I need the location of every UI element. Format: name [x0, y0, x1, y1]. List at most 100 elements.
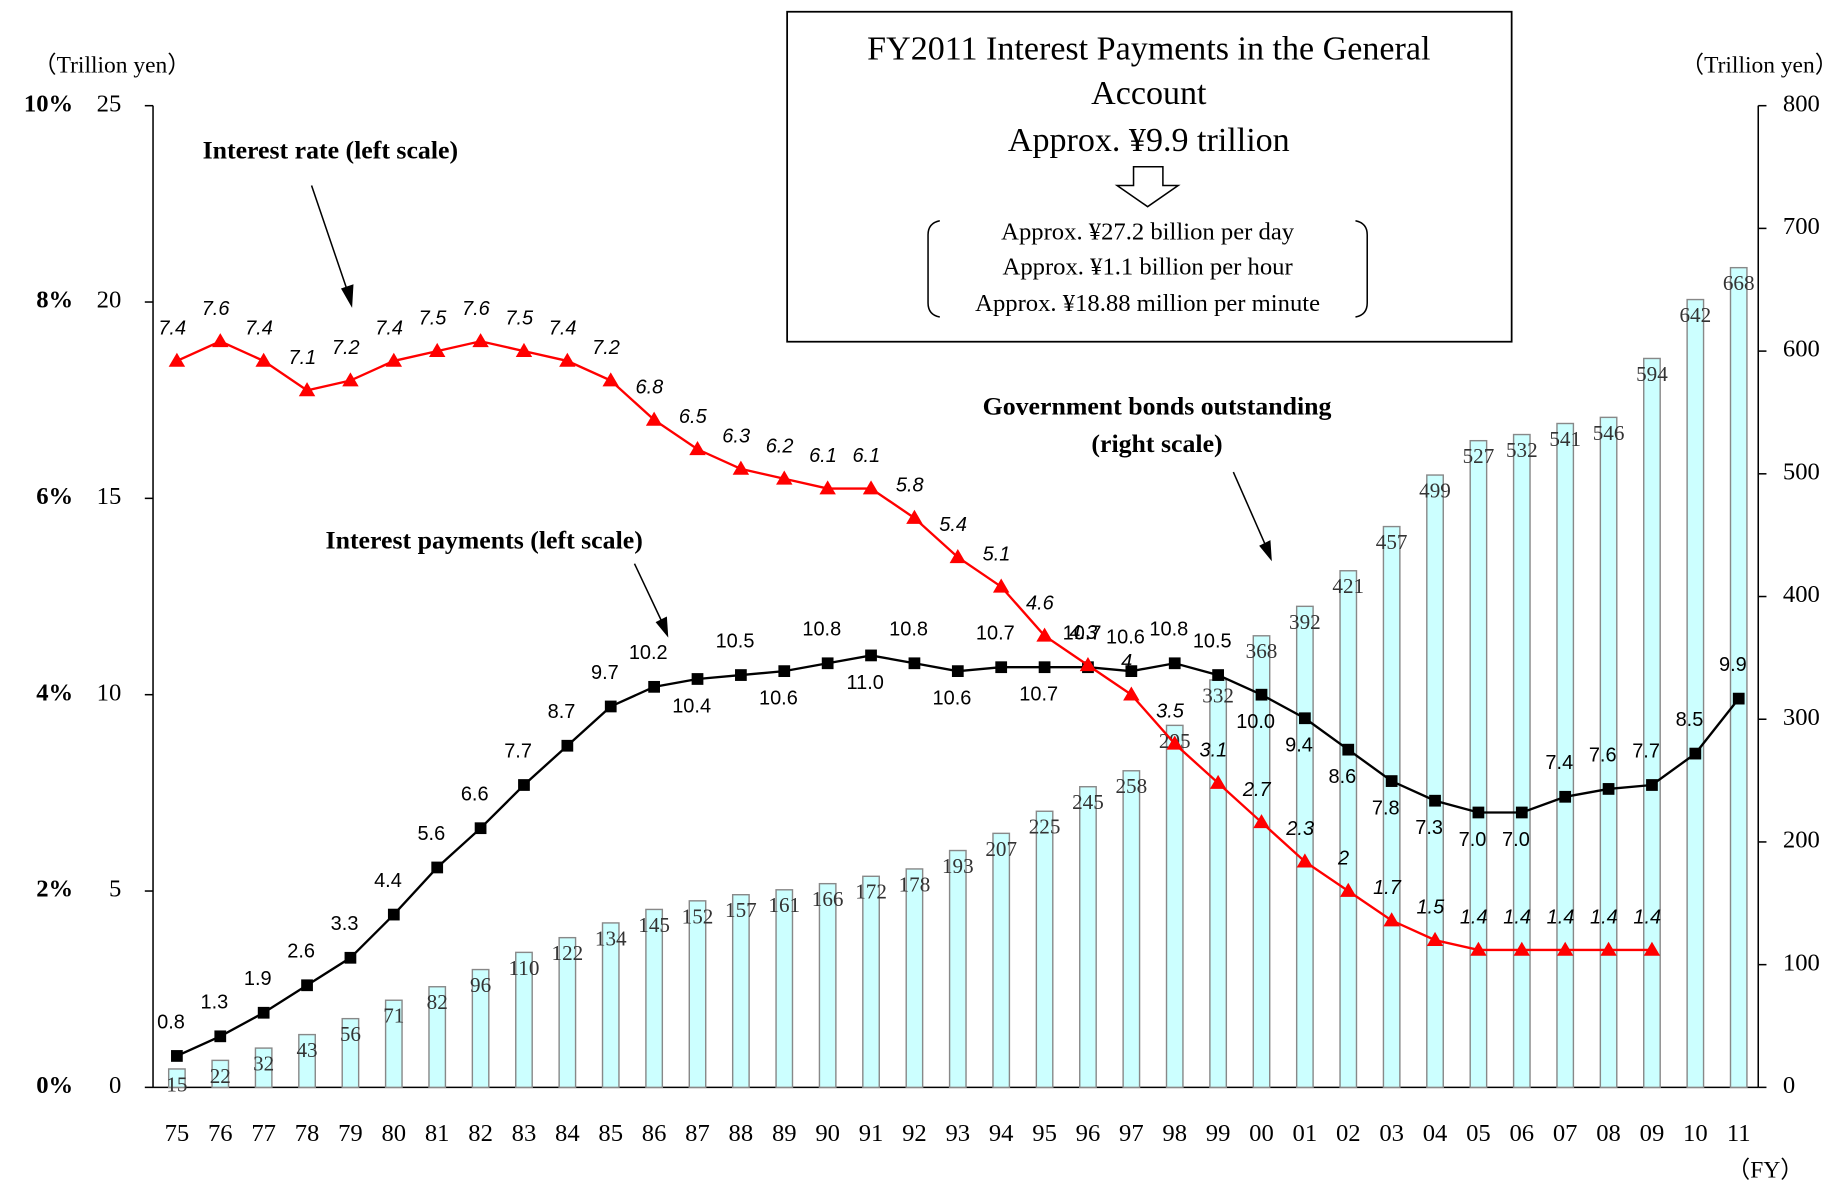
bar-value-label: 110 — [509, 956, 540, 980]
value-label: 10.8 — [889, 619, 928, 641]
bar — [601, 922, 620, 1089]
box-line: Approx. ¥1.1 billion per hour — [1003, 254, 1293, 281]
bar-value-label: 71 — [383, 1004, 404, 1028]
rate-value-label: 1.4 — [1460, 906, 1488, 928]
series-annotation-wrap: Government bonds outstanding (right scal… — [983, 391, 1332, 458]
x-tick-label: 05 — [1466, 1120, 1491, 1147]
marker — [865, 649, 877, 662]
y3-tick-label: 2% — [36, 876, 73, 903]
rate-value-label: 2.7 — [1242, 779, 1272, 801]
marker — [1168, 657, 1181, 670]
x-tick-label: 86 — [642, 1120, 667, 1147]
bracket — [1355, 220, 1368, 318]
x-tick-label: 06 — [1509, 1120, 1534, 1147]
marker — [604, 700, 617, 713]
rate-value-label: 7.4 — [158, 317, 186, 339]
marker — [1038, 661, 1051, 674]
marker — [951, 665, 964, 678]
marker — [257, 1006, 270, 1019]
bar-value-label: 642 — [1679, 303, 1711, 327]
value-label: 10.8 — [1149, 619, 1188, 641]
x-tick-label: 81 — [425, 1120, 450, 1147]
x-tick-label: 88 — [729, 1120, 754, 1147]
marker — [689, 441, 706, 456]
bar-value-label: 145 — [638, 913, 670, 937]
bar — [1426, 474, 1444, 1089]
x-tick-label: 85 — [598, 1120, 623, 1147]
rate-value-label: 6.5 — [679, 406, 708, 428]
bar — [558, 936, 577, 1089]
y2-tick-label: 600 — [1783, 336, 1820, 363]
x-tick-label: 96 — [1076, 1120, 1101, 1147]
marker — [385, 352, 403, 367]
x-tick-label: 94 — [989, 1120, 1014, 1147]
rate-value-label: 5.4 — [939, 514, 967, 536]
marker — [255, 352, 272, 367]
rate-value-label: 1.5 — [1416, 897, 1445, 919]
y2-tick-label: 100 — [1783, 949, 1820, 976]
marker — [559, 352, 576, 367]
rate-value-label: 1.4 — [1503, 906, 1531, 928]
y3-tick-label: 0% — [36, 1072, 73, 1099]
arrow — [633, 563, 665, 627]
value-label: 5.6 — [417, 823, 445, 845]
bar — [1295, 605, 1314, 1089]
bar — [341, 1017, 360, 1089]
marker — [645, 411, 663, 426]
bar — [211, 1059, 230, 1089]
value-label: 10.7 — [1063, 623, 1102, 645]
marker — [906, 509, 923, 524]
marker — [344, 951, 357, 964]
bar — [1035, 810, 1054, 1089]
x-tick-label: 08 — [1596, 1120, 1621, 1147]
value-label: 8.7 — [548, 701, 576, 723]
marker — [515, 342, 533, 357]
marker — [1600, 941, 1617, 956]
marker — [1299, 712, 1311, 725]
y2-tick-label: 800 — [1783, 90, 1820, 117]
x-tick-label: 97 — [1119, 1120, 1144, 1147]
marker — [1125, 665, 1138, 678]
value-label: 0.8 — [157, 1011, 185, 1033]
bar-value-label: 368 — [1246, 639, 1278, 663]
rate-value-label: 4 — [1121, 651, 1132, 673]
bar-value-label: 225 — [1029, 815, 1061, 839]
marker — [301, 979, 313, 992]
bar — [1252, 635, 1271, 1089]
bar — [1469, 439, 1488, 1089]
bar — [384, 999, 403, 1089]
bar — [688, 900, 707, 1089]
bar — [818, 882, 837, 1089]
x-tick-label: 91 — [859, 1120, 884, 1147]
arrow — [1232, 471, 1269, 550]
y2-tick-label: 700 — [1783, 213, 1820, 240]
rate-value-label: 3.1 — [1200, 740, 1228, 762]
marker — [862, 480, 880, 495]
marker — [431, 861, 444, 874]
marker — [1559, 790, 1572, 803]
rate-value-label: 5.1 — [983, 543, 1011, 565]
x-tick-label: 79 — [338, 1120, 363, 1147]
box-line: Approx. ¥18.88 million per minute — [975, 290, 1320, 317]
x-tick-label: 00 — [1249, 1120, 1274, 1147]
y-axis-label: （Trillion yen） — [33, 52, 191, 78]
y3-tick-label: 4% — [36, 679, 73, 706]
bar — [1643, 357, 1661, 1089]
marker — [168, 352, 186, 367]
bar-value-label: 172 — [855, 880, 887, 904]
marker — [691, 673, 704, 685]
marker — [602, 372, 619, 387]
value-label: 7.7 — [504, 740, 532, 762]
value-label: 10.4 — [672, 695, 711, 717]
bar — [948, 849, 967, 1089]
rate-value-label: 7.4 — [245, 317, 273, 339]
bar-value-label: 332 — [1202, 683, 1234, 707]
chart-title: FY2011 Interest Payments in the General — [867, 30, 1430, 67]
marker — [1036, 627, 1053, 642]
x-tick-label: 92 — [902, 1120, 927, 1147]
x-tick-label: 11 — [1727, 1120, 1751, 1147]
x-tick-label: 07 — [1553, 1120, 1578, 1147]
x-tick-label: 80 — [381, 1120, 406, 1147]
bracket — [927, 220, 940, 318]
value-label: 10.8 — [802, 619, 841, 641]
